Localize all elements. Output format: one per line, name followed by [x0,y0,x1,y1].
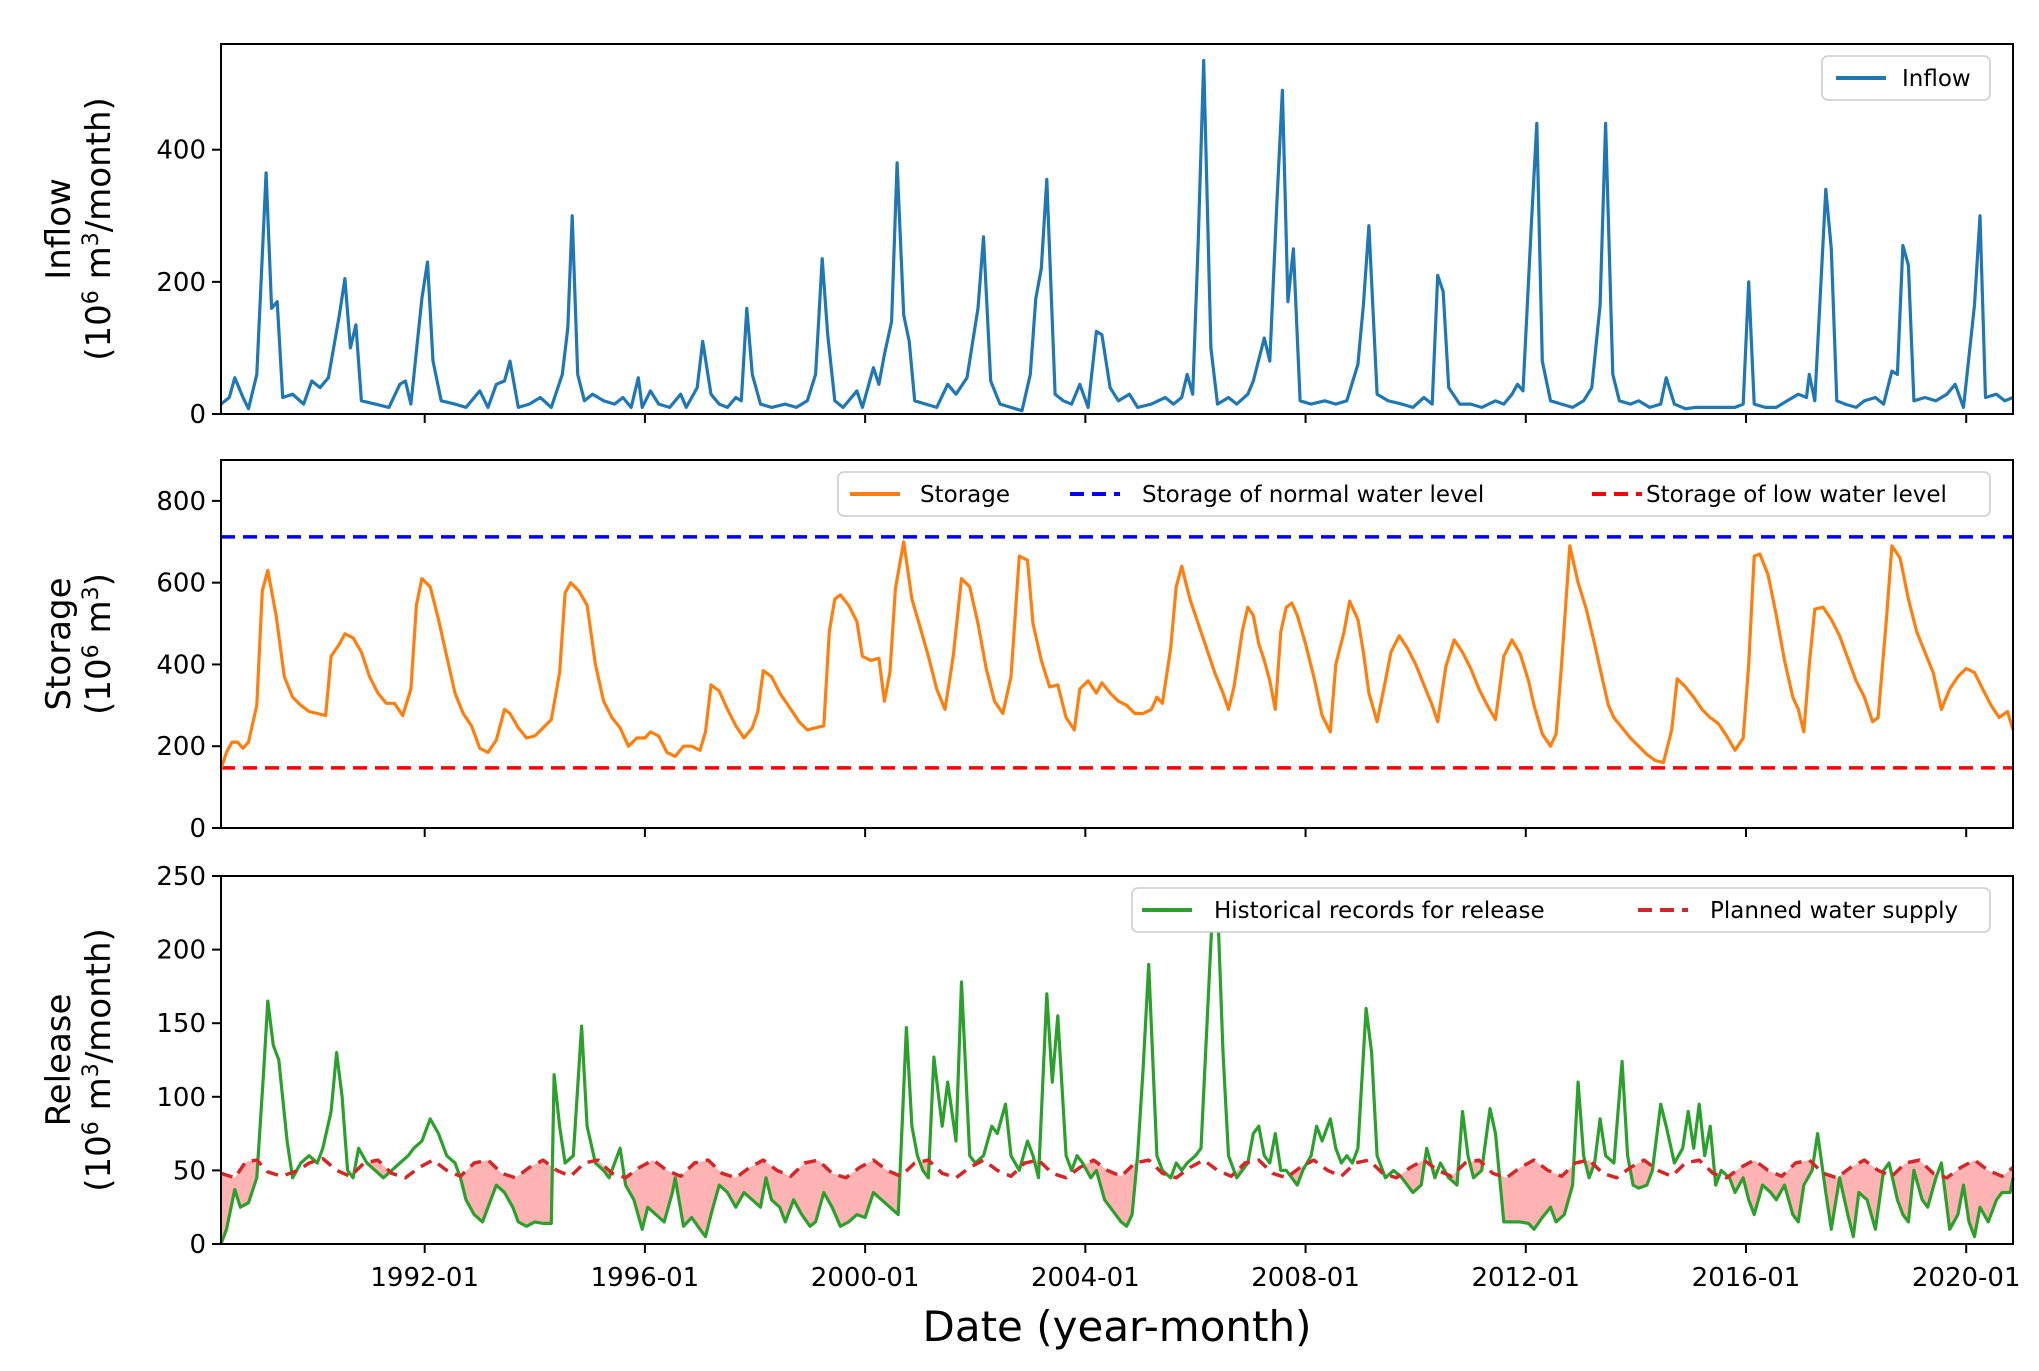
x-tick-label: 2012-01 [1471,1263,1580,1293]
storage-ylabel: Storage [39,577,79,710]
release-y-ticks: 0 50 100 150 200 250 [156,862,221,1260]
inflow-y-ticks: 0 200 400 [156,136,221,430]
deficit-area [366,1160,390,1178]
deficit-area [1630,1160,1652,1188]
x-tick-label: 2004-01 [1031,1263,1140,1293]
y-tick-label: 200 [156,936,206,966]
release-panel: 0 50 100 150 200 250 1992-01 1996-01 2000-01 200… [39,862,2021,1293]
y-tick-label: 800 [156,487,206,517]
y-tick-label: 600 [156,569,206,599]
release-legend-box [1131,887,1991,933]
y-tick-label: 50 [173,1156,206,1186]
x-tick-label: 2020-01 [1912,1263,2021,1293]
planned-supply-line [220,1156,2015,1180]
release-ylabel: Release [39,994,79,1127]
deficit-area [625,1160,900,1236]
inflow-panel: 0 200 400 Inflow (106 m3/month) Inflow [39,43,2014,430]
x-axis-title: Date (year-month) [923,1302,1312,1351]
release-legend-label: Historical records for release [1214,898,1545,924]
storage-axes-frame [220,459,2014,829]
storage-legend: Storage Storage of normal water level St… [837,471,1991,517]
deficit-area [1943,1160,2013,1236]
release-axes-frame [220,875,2014,1245]
inflow-ylabel: Inflow [39,178,79,280]
deficit-area [1085,1160,1137,1226]
x-tick-label: 1996-01 [591,1263,700,1293]
y-tick-label: 100 [156,1083,206,1113]
x-tick-label: 2016-01 [1692,1263,1801,1293]
x-tick-label: 1992-01 [370,1263,479,1293]
y-tick-label: 200 [156,268,206,298]
y-tick-label: 0 [189,1230,206,1260]
y-tick-label: 0 [189,814,206,844]
inflow-line [220,58,2014,413]
y-tick-label: 400 [156,650,206,680]
low-level-legend-label: Storage of low water level [1646,482,1947,508]
storage-legend-box [837,471,1991,517]
release-series [219,900,2015,1245]
x-tick-label: 2008-01 [1251,1263,1360,1293]
normal-level-legend-label: Storage of normal water level [1142,482,1484,508]
deficit-area [1499,1160,1573,1229]
y-tick-label: 0 [189,400,206,430]
y-tick-label: 400 [156,136,206,166]
release-x-ticks: 1992-01 1996-01 2000-01 2004-01 2008-01 2012-… [370,1244,2021,1293]
planned-legend-label: Planned water supply [1710,898,1958,924]
storage-series [219,540,2015,770]
release-ylabel-units: (106 m3/month) [79,928,120,1192]
release-line [219,900,2015,1245]
storage-x-ticks [423,828,1968,837]
y-tick-label: 200 [156,732,206,762]
inflow-ylabel-units: (106 m3/month) [79,97,120,361]
storage-line [219,540,2015,770]
storage-ylabel-units: (106 m3) [79,573,120,715]
storage-reference-lines [221,535,2013,770]
inflow-legend-label: Inflow [1902,66,1971,92]
inflow-legend-box [1821,55,1991,101]
deficit-area [1892,1160,1937,1222]
inflow-x-ticks [423,414,1968,423]
storage-panel: 0 200 400 600 800 Storage (106 m3) Storage S… [39,459,2015,844]
release-legend: Historical records for release Planned w… [1131,887,1991,933]
inflow-series [220,58,2014,413]
y-tick-label: 250 [156,862,206,892]
y-tick-label: 150 [156,1009,206,1039]
storage-y-ticks: 0 200 400 600 800 [156,487,221,844]
storage-legend-label: Storage [920,482,1010,508]
inflow-legend: Inflow [1821,55,1991,101]
inflow-axes-frame [220,43,2014,415]
x-tick-label: 2000-01 [811,1263,920,1293]
deficit-area [1399,1160,1425,1193]
